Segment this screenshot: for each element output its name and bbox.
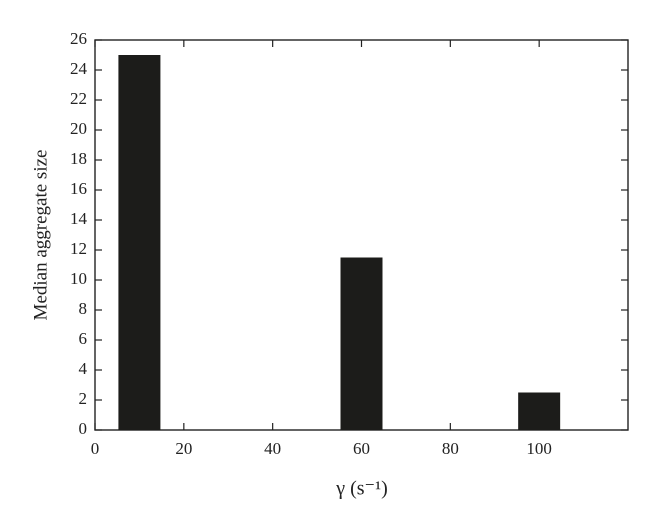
x-tick-label: 40 <box>264 439 281 458</box>
bar <box>518 392 561 430</box>
y-tick-label: 24 <box>70 59 88 78</box>
x-axis-label: γ (s⁻¹) <box>335 478 388 500</box>
y-tick-label: 4 <box>79 359 88 378</box>
y-tick-label: 6 <box>79 329 88 348</box>
y-tick-label: 22 <box>70 89 87 108</box>
y-tick-label: 16 <box>70 179 87 198</box>
x-tick-label: 60 <box>353 439 370 458</box>
y-axis-label: Median aggregate size <box>30 150 51 321</box>
y-tick-label: 14 <box>70 209 88 228</box>
y-tick-label: 0 <box>79 419 88 438</box>
y-tick-label: 10 <box>70 269 87 288</box>
bar <box>340 257 383 430</box>
y-tick-label: 26 <box>70 29 87 48</box>
x-tick-label: 20 <box>175 439 192 458</box>
y-tick-label: 8 <box>79 299 88 318</box>
y-tick-label: 20 <box>70 119 87 138</box>
bar <box>118 55 161 430</box>
y-tick-label: 2 <box>79 389 88 408</box>
x-tick-label: 100 <box>526 439 552 458</box>
y-tick-label: 18 <box>70 149 87 168</box>
x-tick-label: 0 <box>91 439 100 458</box>
y-tick-label: 12 <box>70 239 87 258</box>
x-tick-label: 80 <box>442 439 459 458</box>
